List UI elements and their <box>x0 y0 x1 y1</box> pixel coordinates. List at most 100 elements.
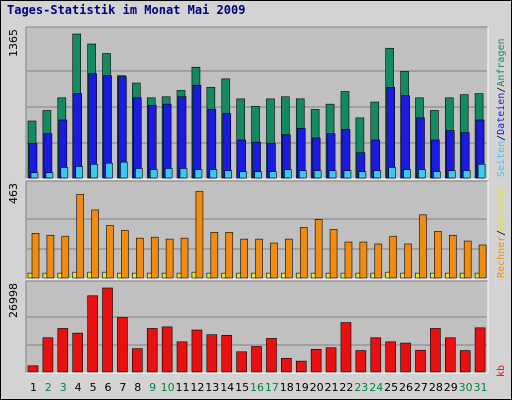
bar-kb-day-2 <box>42 337 54 373</box>
bar-rechner-day-31 <box>478 244 487 279</box>
bar-rechner-day-4 <box>76 194 85 279</box>
bar-seiten-day-7 <box>120 161 128 179</box>
bar-rechner-day-5 <box>91 209 99 279</box>
bar-seiten-day-20 <box>313 170 322 179</box>
bar-seiten-day-22 <box>343 170 352 179</box>
day-label-13: 13 <box>205 381 219 394</box>
bar-kb-day-25 <box>385 341 396 373</box>
side-legend-middle-besuche: Besuche <box>496 188 507 230</box>
bar-kb-day-1 <box>27 365 39 373</box>
day-label-30: 30 <box>459 381 473 394</box>
bar-kb-day-26 <box>400 342 411 373</box>
day-label-9: 9 <box>149 381 156 394</box>
bar-rechner-day-13 <box>210 232 219 279</box>
bar-rechner-day-9 <box>150 236 159 279</box>
bar-seiten-day-24 <box>373 170 382 179</box>
day-label-4: 4 <box>75 381 82 394</box>
bar-rechner-day-15 <box>240 238 248 279</box>
bar-rechner-day-25 <box>389 235 397 279</box>
day-label-17: 17 <box>265 381 279 394</box>
day-label-31: 31 <box>474 381 488 394</box>
day-label-27: 27 <box>414 381 428 394</box>
bar-kb-day-31 <box>474 327 486 373</box>
side-legend-top-separator: / <box>496 135 507 141</box>
day-label-28: 28 <box>429 381 443 394</box>
bar-rechner-day-20 <box>314 219 323 279</box>
bar-rechner-day-23 <box>359 241 368 279</box>
bar-dateien-day-10 <box>162 103 172 179</box>
bar-seiten-day-14 <box>224 170 233 179</box>
day-label-6: 6 <box>104 381 111 394</box>
bar-rechner-day-2 <box>46 234 55 279</box>
bar-rechner-day-18 <box>285 238 293 279</box>
day-label-22: 22 <box>339 381 353 394</box>
side-legend-top-separator: / <box>496 87 507 93</box>
bar-seiten-day-26 <box>403 169 411 179</box>
bar-rechner-day-24 <box>374 243 383 279</box>
day-label-16: 16 <box>250 381 264 394</box>
bar-rechner-day-1 <box>31 232 40 279</box>
side-legend-middle-rechner: Rechner <box>496 236 507 278</box>
bar-kb-day-29 <box>444 337 456 373</box>
bar-seiten-day-11 <box>179 168 188 179</box>
bar-rechner-day-14 <box>225 232 234 279</box>
bar-rechner-day-29 <box>448 234 457 279</box>
day-label-21: 21 <box>325 381 339 394</box>
bar-dateien-day-5 <box>88 73 97 179</box>
bar-seiten-day-27 <box>418 169 426 179</box>
bar-seiten-day-2 <box>45 172 54 179</box>
bar-seiten-day-31 <box>477 163 486 179</box>
bar-dateien-day-8 <box>133 97 142 179</box>
bar-seiten-day-5 <box>90 163 98 179</box>
side-legend-top-dateien: Dateien <box>496 93 507 135</box>
side-legend-top: Seiten/Dateien/Anfragen <box>496 38 507 177</box>
bar-kb-day-22 <box>340 322 352 373</box>
day-label-8: 8 <box>134 381 141 394</box>
bar-dateien-day-12 <box>192 84 202 179</box>
bar-rechner-day-17 <box>270 242 278 279</box>
bar-dateien-day-9 <box>147 104 157 179</box>
bar-dateien-day-25 <box>386 86 395 179</box>
bar-kb-day-23 <box>355 350 367 373</box>
bar-seiten-day-8 <box>135 168 143 179</box>
bar-rechner-day-8 <box>136 237 144 279</box>
bar-seiten-day-19 <box>298 170 307 179</box>
bar-kb-day-4 <box>72 332 84 373</box>
bar-rechner-day-12 <box>195 191 204 279</box>
bar-kb-day-3 <box>57 328 69 373</box>
bar-seiten-day-30 <box>462 170 471 179</box>
bar-rechner-day-11 <box>180 237 189 279</box>
day-label-3: 3 <box>60 381 67 394</box>
bar-seiten-day-9 <box>149 169 158 179</box>
bar-kb-day-30 <box>459 350 471 373</box>
bar-rechner-day-26 <box>404 243 412 279</box>
day-label-14: 14 <box>220 381 234 394</box>
side-legend-top-seiten: Seiten <box>496 141 507 177</box>
bar-kb-day-21 <box>325 347 337 373</box>
bar-dateien-day-27 <box>416 117 425 179</box>
bar-seiten-day-4 <box>75 166 84 179</box>
day-label-11: 11 <box>175 381 189 394</box>
bar-kb-day-12 <box>191 329 203 373</box>
side-legend-middle-separator: / <box>496 230 507 236</box>
bar-rechner-day-7 <box>121 230 129 279</box>
bar-dateien-day-11 <box>177 96 187 179</box>
day-label-20: 20 <box>310 381 324 394</box>
bar-rechner-day-10 <box>165 238 174 279</box>
bar-rechner-day-3 <box>61 235 70 279</box>
bar-seiten-day-23 <box>358 171 367 179</box>
bar-kb-day-18 <box>281 358 292 373</box>
day-label-12: 12 <box>190 381 204 394</box>
bar-kb-day-17 <box>266 338 277 373</box>
bar-kb-day-10 <box>161 326 173 373</box>
bar-kb-day-5 <box>87 295 98 373</box>
bar-dateien-day-26 <box>401 95 410 179</box>
bar-kb-day-13 <box>206 334 218 373</box>
side-legend-bottom-kb: kb <box>496 365 507 377</box>
bar-kb-day-16 <box>251 346 262 373</box>
bar-dateien-day-14 <box>222 113 232 179</box>
day-label-19: 19 <box>295 381 309 394</box>
day-label-1: 1 <box>30 381 37 394</box>
day-label-15: 15 <box>235 381 249 394</box>
